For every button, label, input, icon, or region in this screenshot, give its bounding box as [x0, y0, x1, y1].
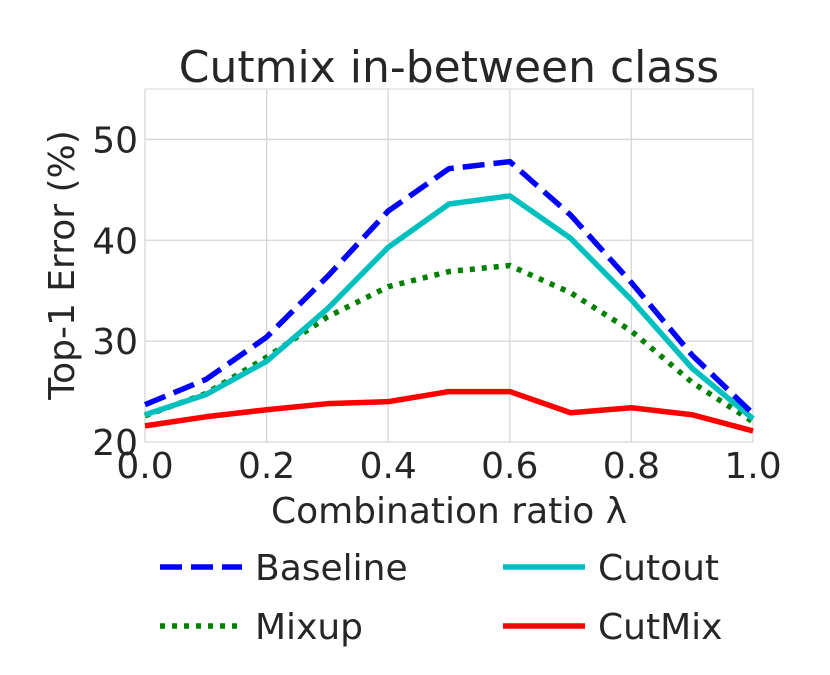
- x-tick-label: 0.2: [238, 446, 295, 487]
- x-tick-label: 0.6: [481, 446, 538, 487]
- legend-label-mixup: Mixup: [255, 607, 363, 648]
- x-tick-labels: 0.0 0.2 0.4 0.6 0.8 1.0: [116, 446, 781, 487]
- legend: Baseline Cutout Mixup CutMix: [160, 548, 722, 648]
- series-lines: [143, 158, 755, 434]
- series-line-cutmix: [144, 388, 754, 434]
- x-tick-label: 0.8: [603, 446, 660, 487]
- y-tick-label: 30: [92, 322, 138, 363]
- x-tick-label: 0.0: [116, 446, 173, 487]
- y-axis-label: Top-1 Error (%): [42, 130, 83, 401]
- y-tick-labels: 20 30 40 50: [92, 120, 138, 464]
- x-tick-label: 1.0: [724, 446, 781, 487]
- legend-label-cutout: Cutout: [598, 548, 719, 589]
- x-axis-label: Combination ratio λ: [271, 491, 627, 532]
- x-tick-label: 0.4: [360, 446, 417, 487]
- plot-area: [144, 88, 754, 443]
- series-line-baseline: [143, 158, 755, 416]
- series-line-cutout: [144, 193, 755, 421]
- grid: [144, 89, 754, 443]
- y-tick-label: 40: [92, 221, 138, 262]
- legend-label-baseline: Baseline: [255, 548, 408, 589]
- legend-label-cutmix: CutMix: [598, 607, 722, 648]
- y-tick-label: 50: [92, 120, 138, 161]
- y-tick-label: 20: [92, 423, 138, 464]
- chart-title: Cutmix in-between class: [179, 42, 719, 93]
